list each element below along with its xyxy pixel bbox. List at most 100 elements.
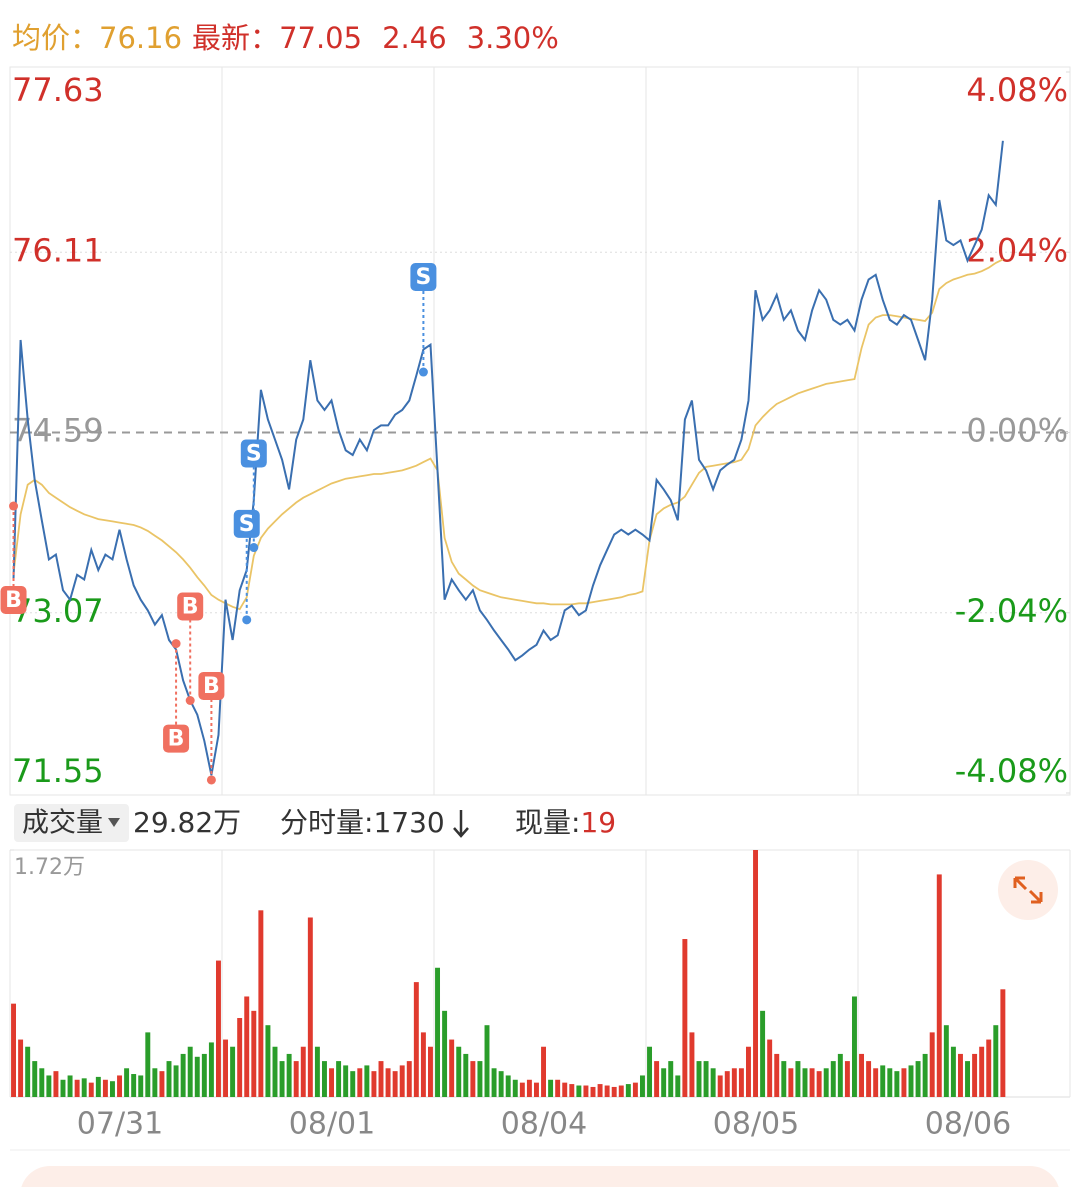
volume-bar bbox=[993, 1025, 999, 1097]
volume-bar bbox=[668, 1061, 674, 1097]
volume-bar bbox=[413, 982, 419, 1097]
volume-bar bbox=[18, 1039, 24, 1097]
volume-bar bbox=[102, 1079, 108, 1097]
volume-bar bbox=[788, 1068, 794, 1097]
y2-tick-label: 0.00% bbox=[966, 412, 1068, 450]
volume-bar bbox=[675, 1075, 681, 1097]
volume-bar bbox=[781, 1061, 787, 1097]
volume-bar bbox=[350, 1071, 356, 1097]
volume-bar bbox=[67, 1075, 73, 1097]
volume-bar bbox=[152, 1068, 158, 1097]
volume-bar bbox=[11, 1003, 17, 1097]
volume-bar bbox=[343, 1065, 349, 1097]
volume-bar bbox=[548, 1079, 554, 1097]
volume-bar bbox=[293, 1061, 299, 1097]
volume-bar bbox=[533, 1082, 539, 1097]
volume-bar bbox=[555, 1079, 561, 1097]
marker-box bbox=[0, 586, 27, 615]
volume-bar bbox=[39, 1068, 45, 1097]
volume-bar bbox=[505, 1075, 511, 1097]
marker-box bbox=[163, 724, 190, 753]
selector[interactable]: 成交量 bbox=[22, 808, 103, 839]
volume-bar bbox=[519, 1082, 525, 1097]
volume-bar bbox=[569, 1084, 575, 1097]
selector-box[interactable] bbox=[14, 804, 129, 842]
current-volume: 现量:19 bbox=[515, 806, 616, 839]
segment-value: 1730 bbox=[373, 806, 444, 839]
volume-bar bbox=[498, 1071, 504, 1097]
volume-bar bbox=[618, 1085, 624, 1097]
y2-tick-label: 2.04% bbox=[966, 231, 1068, 269]
volume-bar bbox=[463, 1053, 469, 1097]
volume-bar bbox=[251, 1010, 257, 1097]
volume-bar bbox=[406, 1061, 412, 1097]
avg-price: 76.16 bbox=[99, 21, 182, 55]
volume-bar bbox=[357, 1068, 363, 1097]
y2-tick-label: 4.08% bbox=[966, 71, 1068, 109]
marker-label: B bbox=[203, 674, 220, 699]
marker-dot bbox=[206, 775, 216, 785]
volume-bar bbox=[647, 1046, 653, 1097]
volume-bar bbox=[632, 1082, 638, 1097]
volume-bar bbox=[364, 1065, 370, 1097]
bottom-banner[interactable] bbox=[20, 1166, 1060, 1187]
volume-bar bbox=[597, 1084, 603, 1097]
volume-bar bbox=[25, 1046, 31, 1097]
volume-bar bbox=[710, 1068, 716, 1097]
volume-bar bbox=[314, 1046, 320, 1097]
volume-bar bbox=[124, 1068, 130, 1097]
volume-bar bbox=[830, 1061, 836, 1097]
marker-label: B bbox=[168, 727, 185, 752]
volume-bar bbox=[95, 1076, 101, 1097]
volume-bar bbox=[541, 1046, 547, 1097]
date-label: 08/04 bbox=[501, 1107, 587, 1142]
volume-bar bbox=[950, 1046, 956, 1097]
volume-bar bbox=[427, 1046, 433, 1097]
volume-bar bbox=[435, 967, 441, 1097]
volume-bar bbox=[760, 1010, 766, 1097]
volume-bar bbox=[1000, 989, 1006, 1097]
volume-bar bbox=[972, 1053, 978, 1097]
volume-bar bbox=[823, 1068, 829, 1097]
volume-bar bbox=[922, 1053, 928, 1097]
current-label: 现量: bbox=[515, 806, 580, 839]
y-tick-label: 71.55 bbox=[12, 752, 104, 790]
volume-bar bbox=[286, 1053, 292, 1097]
volume-bar bbox=[187, 1046, 193, 1097]
volume-bar bbox=[223, 1039, 229, 1097]
marker-dot bbox=[249, 543, 259, 553]
volume-tick-label: 1.72万 bbox=[14, 855, 85, 880]
volume-bar bbox=[378, 1061, 384, 1097]
volume-bar bbox=[717, 1075, 723, 1097]
volume-bar bbox=[145, 1032, 151, 1097]
volume-bar bbox=[625, 1084, 631, 1097]
volume-bar bbox=[661, 1068, 667, 1097]
y-tick-label: 74.59 bbox=[12, 412, 104, 450]
date-label: 08/06 bbox=[925, 1107, 1011, 1142]
volume-bar bbox=[512, 1079, 518, 1097]
volume-bar bbox=[166, 1061, 172, 1097]
volume-bar bbox=[753, 850, 759, 1097]
volume-bar bbox=[915, 1061, 921, 1097]
expand-icon[interactable] bbox=[1013, 876, 1043, 904]
y2-tick-label: -4.08% bbox=[955, 752, 1068, 790]
header: 均价：76.16 最新：77.05 2.46 3.30% bbox=[12, 21, 559, 55]
volume-bar bbox=[321, 1061, 327, 1097]
volume-bar bbox=[180, 1053, 186, 1097]
expand-button[interactable] bbox=[998, 860, 1058, 920]
latest-label: 最新： bbox=[192, 21, 279, 55]
volume-bar bbox=[866, 1061, 872, 1097]
volume-bar bbox=[654, 1061, 660, 1097]
volume-total: 29.82万 bbox=[133, 806, 241, 839]
volume-bar bbox=[201, 1053, 207, 1097]
volume-bar bbox=[300, 1046, 306, 1097]
volume-bar bbox=[979, 1046, 985, 1097]
dropdown-icon[interactable] bbox=[108, 818, 120, 827]
volume-bar bbox=[851, 996, 857, 1097]
volume-bar bbox=[682, 939, 688, 1097]
volume-bar bbox=[894, 1071, 900, 1097]
volume-bar bbox=[901, 1068, 907, 1097]
price-line bbox=[12, 140, 1004, 776]
volume-bar bbox=[965, 1061, 971, 1097]
marker-dot bbox=[242, 615, 252, 625]
